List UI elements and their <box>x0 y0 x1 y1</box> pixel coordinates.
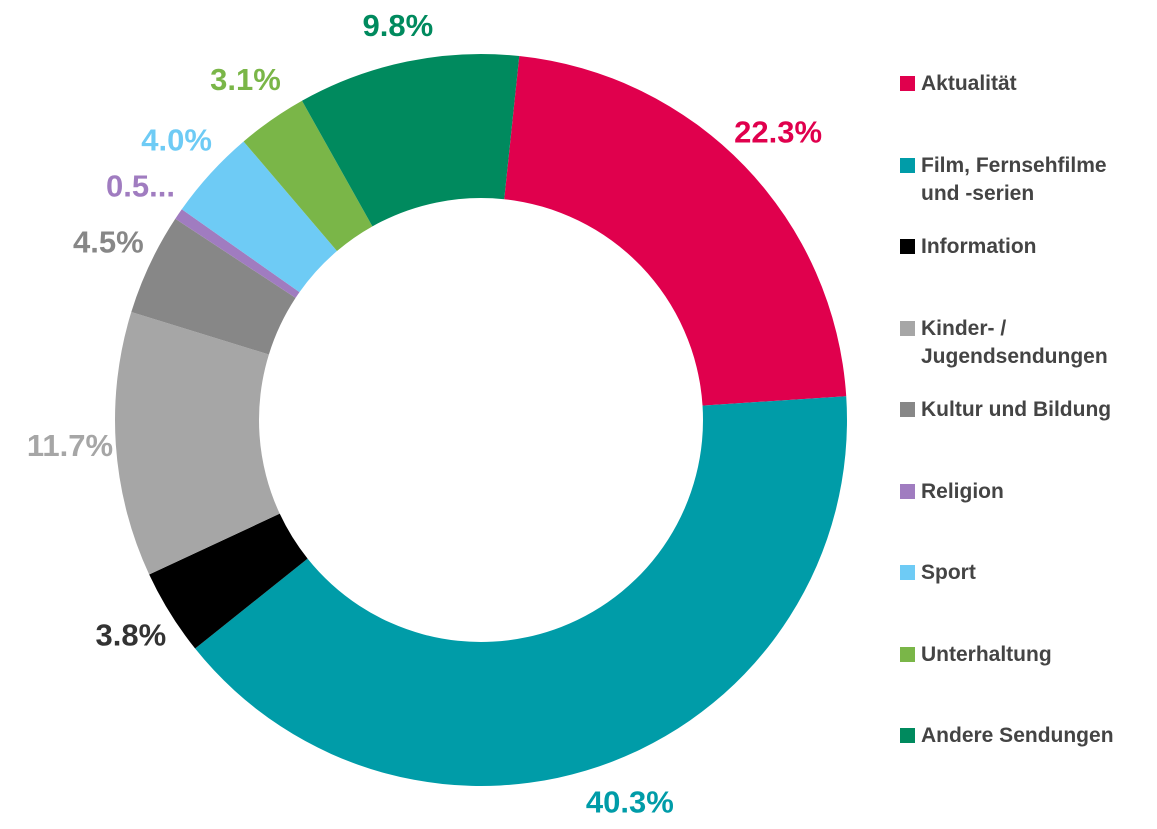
legend-label: Kinder- / Jugendsendungen <box>921 316 1108 368</box>
legend-item: Kultur und Bildung <box>900 396 1150 424</box>
data-label: 9.8% <box>363 8 434 43</box>
data-label: 0.5... <box>106 168 175 203</box>
donut-slice <box>504 56 847 406</box>
donut-slice <box>301 54 520 227</box>
legend-label: Aktualität <box>921 72 1017 95</box>
data-label: 3.1% <box>210 62 281 97</box>
legend-item: Sport <box>900 559 1150 587</box>
legend-item: Film, Fernsehfilme und -serien <box>900 152 1150 208</box>
legend-swatch <box>900 728 915 743</box>
legend-item: Information <box>900 233 1150 261</box>
legend-swatch <box>900 239 915 254</box>
legend-swatch <box>900 402 915 417</box>
legend-label: Andere Sendungen <box>921 724 1114 747</box>
donut-slice <box>181 141 337 293</box>
legend-item: Kinder- / Jugendsendungen <box>900 315 1150 371</box>
donut-slice <box>175 209 300 298</box>
legend-item: Unterhaltung <box>900 641 1150 669</box>
legend-swatch <box>900 157 915 173</box>
legend-label: Sport <box>921 561 976 584</box>
legend-swatch <box>900 76 915 91</box>
data-label: 11.7% <box>27 428 113 463</box>
legend-item: Aktualität <box>900 70 1150 98</box>
legend-label: Film, Fernsehfilme und -serien <box>921 153 1107 205</box>
data-label: 22.3% <box>734 115 822 150</box>
data-label: 40.3% <box>586 784 674 819</box>
legend-swatch <box>900 320 915 336</box>
legend-swatch <box>900 565 915 580</box>
legend-label: Unterhaltung <box>921 642 1052 666</box>
donut-slice <box>195 396 847 786</box>
data-label: 4.5% <box>73 224 144 259</box>
data-label: 3.8% <box>96 617 167 652</box>
legend-item: Religion <box>900 478 1150 506</box>
legend-label: Religion <box>921 479 1004 503</box>
donut-slice <box>131 218 296 355</box>
legend-label: Information <box>921 235 1037 258</box>
donut-slice <box>115 312 280 575</box>
donut-slice <box>149 513 308 649</box>
donut-slice <box>243 100 373 252</box>
legend-item: Andere Sendungen <box>900 722 1150 750</box>
legend-swatch <box>900 483 915 499</box>
legend-label: Kultur und Bildung <box>921 398 1112 421</box>
legend-swatch <box>900 646 915 662</box>
data-label: 4.0% <box>141 123 212 158</box>
